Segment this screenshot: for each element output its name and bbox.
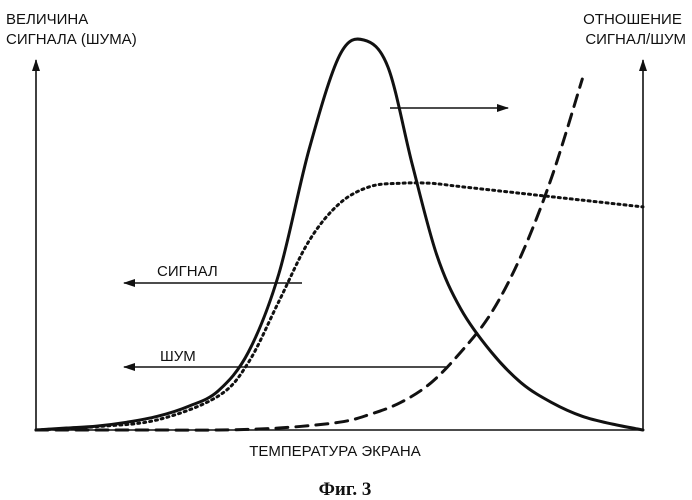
right-axis-label-line-1: ОТНОШЕНИЕ [583,11,682,28]
figure-caption: Фиг. 3 [319,479,372,500]
left-axis-label: ВЕЛИЧИНА СИГНАЛА (ШУМА) [6,11,137,48]
snr-ratio-curve [36,183,643,430]
right-axis-label-line-2: СИГНАЛ/ШУМ [585,31,686,48]
right-axis-label: ОТНОШЕНИЕ СИГНАЛ/ШУМ [583,11,686,48]
x-axis-label: ТЕМПЕРАТУРА ЭКРАНА [249,443,421,460]
signal-annotation-label: СИГНАЛ [157,263,218,280]
noise-curve [36,79,582,430]
left-axis-label-line-1: ВЕЛИЧИНА [6,11,88,28]
left-axis-label-line-2: СИГНАЛА (ШУМА) [6,31,137,48]
signal-curve [36,39,643,430]
noise-annotation-label: ШУМ [160,348,196,365]
